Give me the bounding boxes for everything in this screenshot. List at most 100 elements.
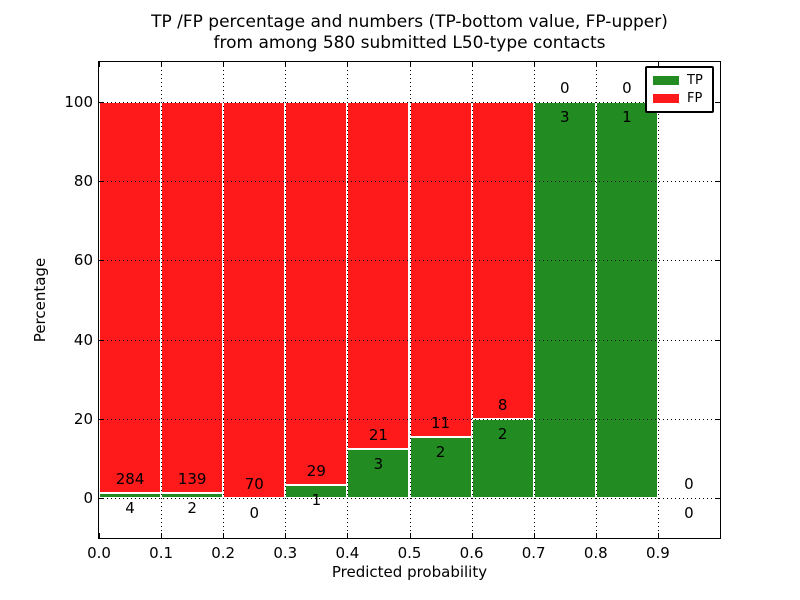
y-tick (715, 101, 720, 103)
x-tick (161, 62, 163, 67)
fp-count-label: 11 (431, 414, 451, 433)
tp-count-label: 4 (125, 498, 135, 517)
x-tick (595, 533, 597, 538)
fp-count-label: 139 (177, 469, 207, 488)
y-axis-label: Percentage (31, 257, 49, 343)
y-gridline (99, 181, 720, 182)
bar-segment-tp (347, 448, 410, 499)
y-tick-label: 80 (73, 172, 93, 190)
x-tick (347, 62, 349, 67)
y-tick (99, 101, 104, 103)
x-gridline (595, 62, 597, 538)
tp-count-label: 0 (249, 504, 260, 523)
x-gridline (471, 62, 473, 538)
x-tick-label: 0.1 (149, 544, 174, 562)
x-tick (99, 533, 100, 538)
y-gridline (99, 260, 720, 262)
x-tick (99, 62, 100, 67)
bar-segment-fp (471, 101, 534, 419)
legend-swatch-fp-icon (653, 94, 679, 103)
y-gridline (99, 101, 720, 103)
y-tick-label: 60 (73, 251, 93, 270)
y-gridline (99, 419, 720, 420)
bar-segment-fp (347, 101, 410, 449)
x-tick-label: 0.9 (645, 544, 670, 562)
bar-segment-tp (99, 492, 162, 499)
x-tick (595, 62, 597, 67)
x-tick (285, 62, 287, 67)
x-tick-label: 0.2 (211, 544, 236, 562)
tp-count-label: 2 (497, 425, 508, 443)
bar-segment-fp (99, 101, 162, 493)
y-tick-label: 40 (73, 330, 93, 349)
legend-label-tp: TP (687, 73, 703, 88)
fp-count-label: 0 (622, 78, 632, 97)
x-tick (471, 533, 473, 538)
y-gridline (99, 498, 720, 500)
tp-count-label: 3 (559, 107, 570, 126)
tp-count-label: 0 (684, 504, 694, 523)
y-tick (715, 339, 720, 341)
x-tick (409, 533, 411, 538)
y-tick-label: 20 (73, 410, 93, 428)
x-tick-label: 0.7 (521, 544, 546, 562)
fp-count-label: 21 (368, 425, 388, 444)
fp-count-label: 8 (497, 396, 508, 414)
x-axis-label: Predicted probability (331, 563, 488, 581)
y-tick (99, 419, 104, 420)
legend-entry-tp: TP (653, 73, 706, 88)
tp-count-label: 2 (187, 498, 197, 517)
y-tick (715, 181, 720, 182)
y-tick (715, 260, 720, 262)
x-tick (657, 62, 659, 67)
x-tick (409, 62, 411, 67)
fp-count-label: 70 (244, 475, 264, 494)
x-tick-label: 0.8 (583, 544, 608, 562)
bar-segment-tp (409, 437, 472, 499)
x-gridline (161, 62, 163, 538)
tp-count-label: 2 (435, 443, 446, 462)
bar-segment-tp (595, 101, 658, 499)
x-tick (347, 533, 349, 538)
x-tick-label: 0.0 (87, 544, 111, 562)
chart-title: TP /FP percentage and numbers (TP-bottom… (99, 12, 720, 54)
tp-count-label: 1 (311, 491, 322, 510)
fp-count-label: 0 (559, 78, 570, 97)
chart-title-line2: from among 580 submitted L50-type contac… (213, 33, 606, 53)
x-gridline (285, 62, 287, 538)
y-tick-label: 100 (64, 92, 93, 111)
y-tick (99, 498, 104, 500)
bar-segment-fp (285, 101, 348, 486)
y-tick (715, 498, 720, 500)
bar-segment-tp (533, 101, 596, 499)
x-gridline (533, 62, 535, 538)
bar-segment-fp (161, 101, 224, 493)
x-tick (285, 533, 287, 538)
x-tick-label: 0.3 (273, 544, 298, 562)
fp-count-label: 284 (115, 469, 145, 488)
x-tick (657, 533, 659, 538)
x-gridline (409, 62, 411, 538)
y-tick-label: 0 (83, 489, 93, 508)
bar-segment-fp (409, 101, 472, 438)
y-tick (99, 260, 104, 262)
y-tick (715, 419, 720, 420)
x-tick (223, 533, 225, 538)
x-tick-label: 0.6 (459, 544, 484, 562)
x-tick (471, 62, 473, 67)
y-gridline (99, 339, 720, 341)
x-gridline (657, 62, 659, 538)
legend: TP FP (645, 66, 714, 113)
bar-segment-fp (223, 101, 286, 499)
chart-title-line1: TP /FP percentage and numbers (TP-bottom… (151, 12, 668, 32)
x-tick-label: 0.5 (397, 544, 422, 562)
x-tick (533, 62, 535, 67)
x-gridline (223, 62, 225, 538)
legend-entry-fp: FP (653, 91, 706, 106)
x-tick-label: 0.4 (335, 544, 360, 562)
tp-count-label: 1 (622, 107, 632, 126)
x-gridline (347, 62, 349, 538)
fp-count-label: 0 (684, 475, 694, 494)
x-tick (161, 533, 163, 538)
